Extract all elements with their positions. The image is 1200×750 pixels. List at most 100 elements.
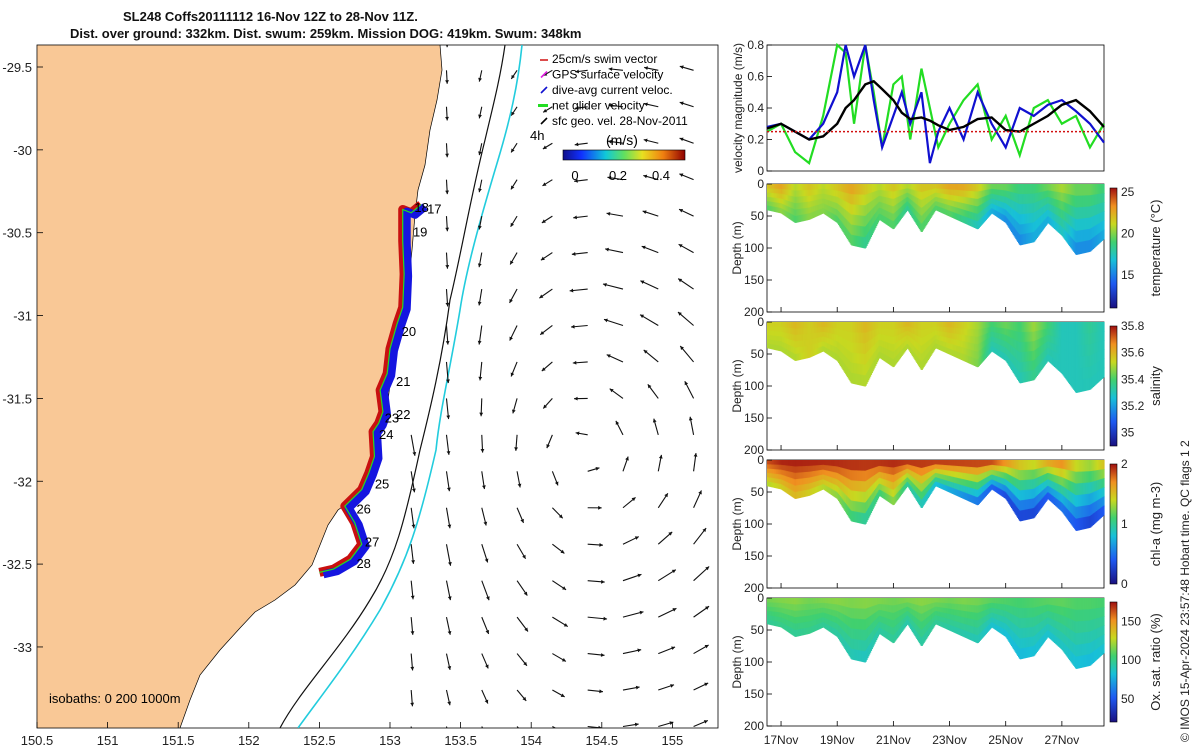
section-cell	[861, 332, 864, 344]
section-cell	[936, 343, 938, 349]
section-cell	[795, 215, 797, 223]
section-cell	[830, 212, 832, 219]
section-cell	[853, 184, 855, 195]
section-cell	[842, 199, 844, 209]
section-cell	[1101, 202, 1103, 213]
section-cell	[876, 341, 879, 350]
section-cell	[994, 204, 996, 211]
section-cell	[851, 214, 853, 226]
section-cell	[910, 347, 912, 354]
section-cell	[1055, 345, 1058, 354]
velocity-arrow-head	[637, 573, 642, 578]
section-cell	[1068, 373, 1071, 384]
section-cell	[976, 359, 979, 368]
section-cell	[1063, 340, 1066, 350]
section-cell	[923, 198, 925, 207]
section-cell	[867, 371, 869, 383]
section-cell	[994, 337, 996, 344]
section-cell	[961, 340, 964, 348]
section-cell	[1090, 195, 1093, 207]
section-cell	[944, 336, 946, 343]
section-cell	[903, 327, 905, 333]
section-cell	[1053, 184, 1056, 192]
section-cell	[849, 341, 851, 352]
section-cell	[1060, 363, 1062, 373]
section-cell	[863, 364, 866, 376]
section-cell	[1093, 215, 1095, 227]
section-cell	[981, 328, 983, 337]
section-cell	[934, 205, 937, 211]
section-cell	[873, 184, 875, 193]
section-cell	[960, 208, 963, 216]
section-cell	[890, 212, 893, 221]
section-cell	[1028, 341, 1031, 352]
velocity-arrow-head	[522, 696, 527, 701]
section-cell	[880, 208, 882, 215]
section-cell	[1008, 322, 1010, 330]
section-cell	[910, 327, 912, 333]
section-cell	[1032, 322, 1034, 333]
velocity-arrow	[410, 726, 412, 728]
section-cell	[1036, 201, 1038, 212]
section-cell	[1046, 354, 1049, 362]
section-cell	[1030, 341, 1032, 352]
section-cell	[990, 346, 993, 352]
section-cell	[888, 329, 891, 337]
section-cell	[1063, 367, 1066, 377]
section-cell	[896, 190, 899, 198]
section-cell	[818, 204, 821, 211]
section-cell	[946, 194, 948, 200]
section-cell	[1051, 329, 1053, 337]
section-cell	[982, 322, 985, 329]
section-cell	[860, 343, 863, 355]
section-cell	[782, 322, 785, 328]
section-cell	[817, 194, 820, 201]
section-cell	[800, 352, 802, 360]
section-cell	[1013, 322, 1016, 332]
section-cell	[968, 328, 971, 337]
section-cell	[1060, 192, 1063, 202]
section-cell	[935, 196, 937, 202]
section-cell	[1081, 195, 1083, 208]
section-cell	[986, 201, 988, 208]
section-cell	[811, 333, 814, 340]
section-cell	[995, 194, 997, 201]
section-cell	[1029, 184, 1031, 195]
section-cell	[895, 335, 897, 344]
section-cell	[996, 343, 998, 350]
section-cell	[1070, 237, 1073, 249]
section-cell	[805, 345, 808, 353]
section-cell	[821, 198, 823, 205]
section-cell	[1047, 328, 1050, 336]
section-cell	[1089, 355, 1092, 368]
section-cell	[1080, 345, 1082, 358]
section-cell	[777, 336, 780, 342]
section-cell	[1008, 205, 1010, 214]
section-cell	[776, 345, 779, 351]
section-cell	[819, 337, 822, 343]
section-cell	[1019, 352, 1022, 364]
section-cell	[953, 189, 955, 196]
section-cell	[910, 184, 913, 190]
section-cell	[955, 213, 958, 220]
section-cell	[1022, 332, 1024, 343]
section-cell	[838, 211, 841, 220]
section-cell	[1033, 193, 1036, 204]
section-cell	[992, 341, 995, 348]
section-cell	[807, 207, 809, 215]
section-cell	[817, 184, 819, 190]
section-cell	[905, 184, 908, 190]
section-cell	[1015, 358, 1017, 369]
section-cell	[782, 347, 785, 353]
section-cell	[770, 184, 772, 190]
section-cell	[953, 344, 956, 352]
section-cell	[997, 349, 1000, 356]
section-cell	[997, 338, 1000, 345]
section-cell	[888, 343, 891, 351]
section-cell	[1048, 203, 1051, 211]
section-cell	[1082, 379, 1084, 392]
section-cell	[858, 236, 860, 248]
section-cell	[907, 330, 909, 336]
section-cell	[955, 333, 958, 341]
section-cell	[774, 340, 777, 346]
